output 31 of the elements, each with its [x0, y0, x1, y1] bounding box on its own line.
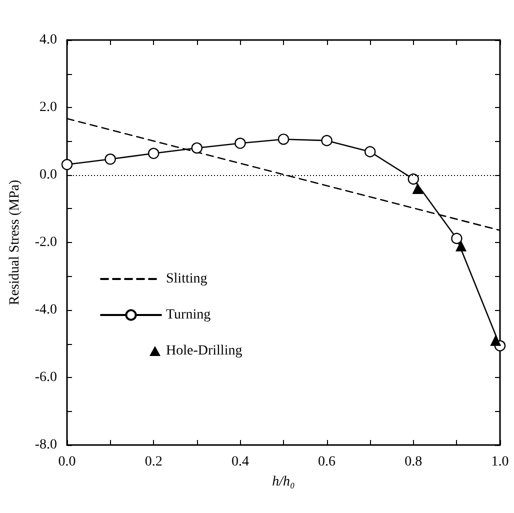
- point: [456, 240, 467, 252]
- point: [412, 183, 424, 194]
- y-tick-label: 0.0: [40, 168, 57, 182]
- point: [321, 134, 332, 146]
- x-tick-label: 1.0: [491, 454, 509, 470]
- point: [148, 148, 160, 159]
- point: [408, 173, 419, 185]
- x-tick-label: 0.2: [144, 454, 162, 470]
- y-tick-label: -6.0: [34, 370, 57, 385]
- x-tick-label: 0.8: [404, 454, 422, 470]
- point: [191, 142, 202, 154]
- legend-label: Hole-Drilling: [166, 344, 242, 358]
- x-tick-label: 0.4: [231, 454, 249, 470]
- point: [234, 138, 246, 149]
- point: [490, 334, 502, 346]
- x-tick-label: 0.0: [58, 454, 76, 470]
- point: [451, 232, 462, 244]
- y-tick-label: 4.0: [40, 32, 57, 48]
- y-tick-label: -8.0: [34, 438, 57, 452]
- legend-label: Slitting: [166, 272, 208, 286]
- point: [104, 154, 116, 165]
- y-tick-label: 2.0: [40, 100, 57, 115]
- point: [61, 158, 73, 170]
- y-tick-label: -2.0: [34, 235, 57, 250]
- y-tick-label: -4.0: [34, 302, 57, 318]
- x-tick-label: 0.6: [318, 454, 336, 470]
- point: [364, 146, 376, 158]
- point: [278, 134, 290, 145]
- legend-label: Turning: [166, 308, 211, 322]
- x-axis-title: h/h₀: [272, 474, 296, 490]
- y-axis-title: Residual Stress (MPa): [8, 180, 22, 306]
